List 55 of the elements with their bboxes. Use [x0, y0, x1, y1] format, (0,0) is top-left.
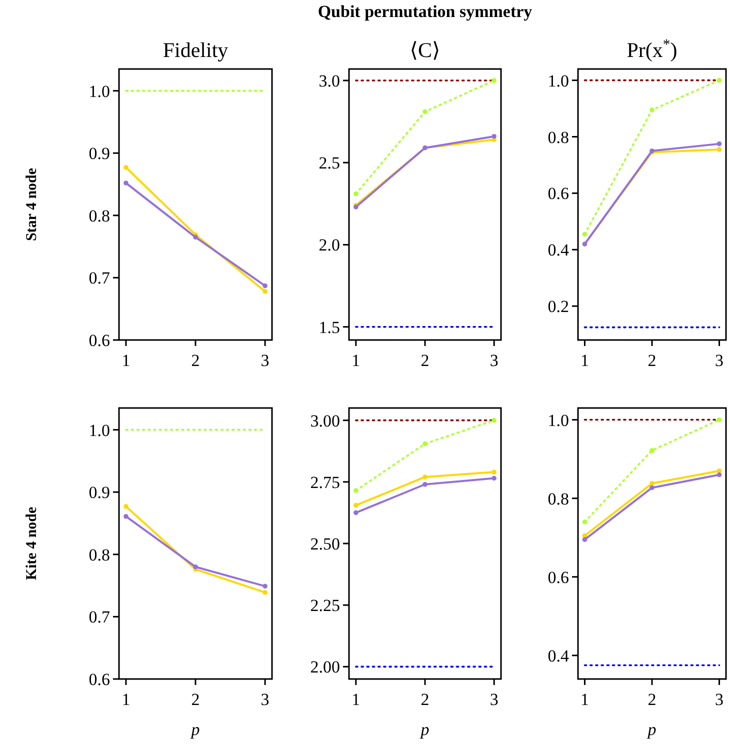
y-tick-label: 3.0 — [318, 71, 340, 90]
y-tick-label: 0.8 — [88, 206, 110, 226]
y-tick-label: 1.0 — [88, 82, 110, 101]
y-axis-title: Star 4 node — [24, 168, 40, 242]
x-axis-title: p — [420, 720, 430, 739]
y-tick-label: 2.0 — [318, 236, 340, 255]
y-tick-label: 2.5 — [318, 154, 340, 173]
chart-title: Fidelity — [162, 38, 229, 62]
y-tick-label: 1.0 — [88, 420, 110, 440]
x-tick-label: 1 — [122, 690, 130, 709]
y-axis-title: Kite 4 node — [24, 506, 40, 580]
x-tick-label: 2 — [648, 690, 656, 709]
y-tick-label: 0.2 — [548, 297, 569, 316]
y-tick-label: 1.0 — [548, 71, 569, 90]
y-tick-label: 2.75 — [310, 472, 340, 492]
y-tick-label: 0.6 — [88, 331, 110, 350]
y-tick-label: 0.9 — [88, 144, 110, 164]
y-tick-label: 0.9 — [88, 483, 110, 502]
y-tick-label: 1.5 — [318, 318, 340, 337]
x-axis-title: p — [190, 720, 200, 739]
y-tick-label: 0.6 — [548, 568, 569, 587]
x-tick-label: 3 — [715, 690, 724, 709]
x-tick-label: 2 — [420, 690, 430, 709]
x-tick-label: 1 — [580, 351, 589, 370]
x-tick-label: 2 — [191, 690, 200, 709]
y-tick-label: 1.0 — [548, 410, 569, 430]
chart-title: Pr(x$^{*}$) — [626, 37, 678, 62]
y-tick-label: 0.8 — [548, 128, 569, 147]
x-tick-label: 3 — [490, 690, 498, 709]
y-tick-label: 0.7 — [88, 608, 110, 627]
y-tick-label: 2.25 — [310, 596, 340, 616]
x-tick-label: 1 — [122, 351, 130, 370]
x-tick-label: 1 — [580, 690, 589, 709]
x-tick-label: 3 — [260, 351, 270, 370]
text: Qubit permutation symmetry — [318, 2, 533, 21]
x-tick-label: 3 — [715, 351, 724, 370]
chart-title: ⟨C⟩ — [410, 38, 440, 62]
x-tick-label: 2 — [420, 351, 430, 370]
y-tick-label: 2.50 — [310, 534, 340, 554]
y-tick-label: 0.4 — [548, 646, 570, 666]
y-tick-label: 0.7 — [88, 268, 110, 288]
x-tick-label: 3 — [490, 351, 498, 370]
y-tick-label: 0.6 — [548, 184, 569, 204]
x-tick-label: 2 — [648, 351, 656, 370]
y-tick-label: 0.4 — [548, 240, 570, 260]
y-tick-label: 2.00 — [310, 658, 340, 677]
y-tick-label: 0.8 — [88, 545, 110, 564]
x-tick-label: 1 — [352, 351, 360, 370]
y-tick-label: 0.8 — [548, 489, 569, 508]
y-tick-label: 0.6 — [88, 670, 110, 689]
y-tick-label: 3.00 — [310, 411, 340, 430]
x-tick-label: 3 — [260, 690, 270, 709]
x-axis-title: p — [646, 720, 656, 739]
x-tick-label: 2 — [191, 351, 200, 370]
x-tick-label: 1 — [352, 690, 360, 709]
